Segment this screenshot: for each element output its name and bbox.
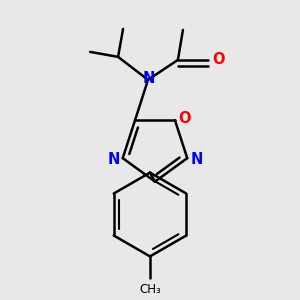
- Text: N: N: [107, 152, 120, 166]
- Text: O: O: [212, 52, 224, 68]
- Text: O: O: [178, 111, 190, 126]
- Text: CH₃: CH₃: [139, 284, 161, 296]
- Text: N: N: [190, 152, 202, 166]
- Text: N: N: [143, 71, 155, 86]
